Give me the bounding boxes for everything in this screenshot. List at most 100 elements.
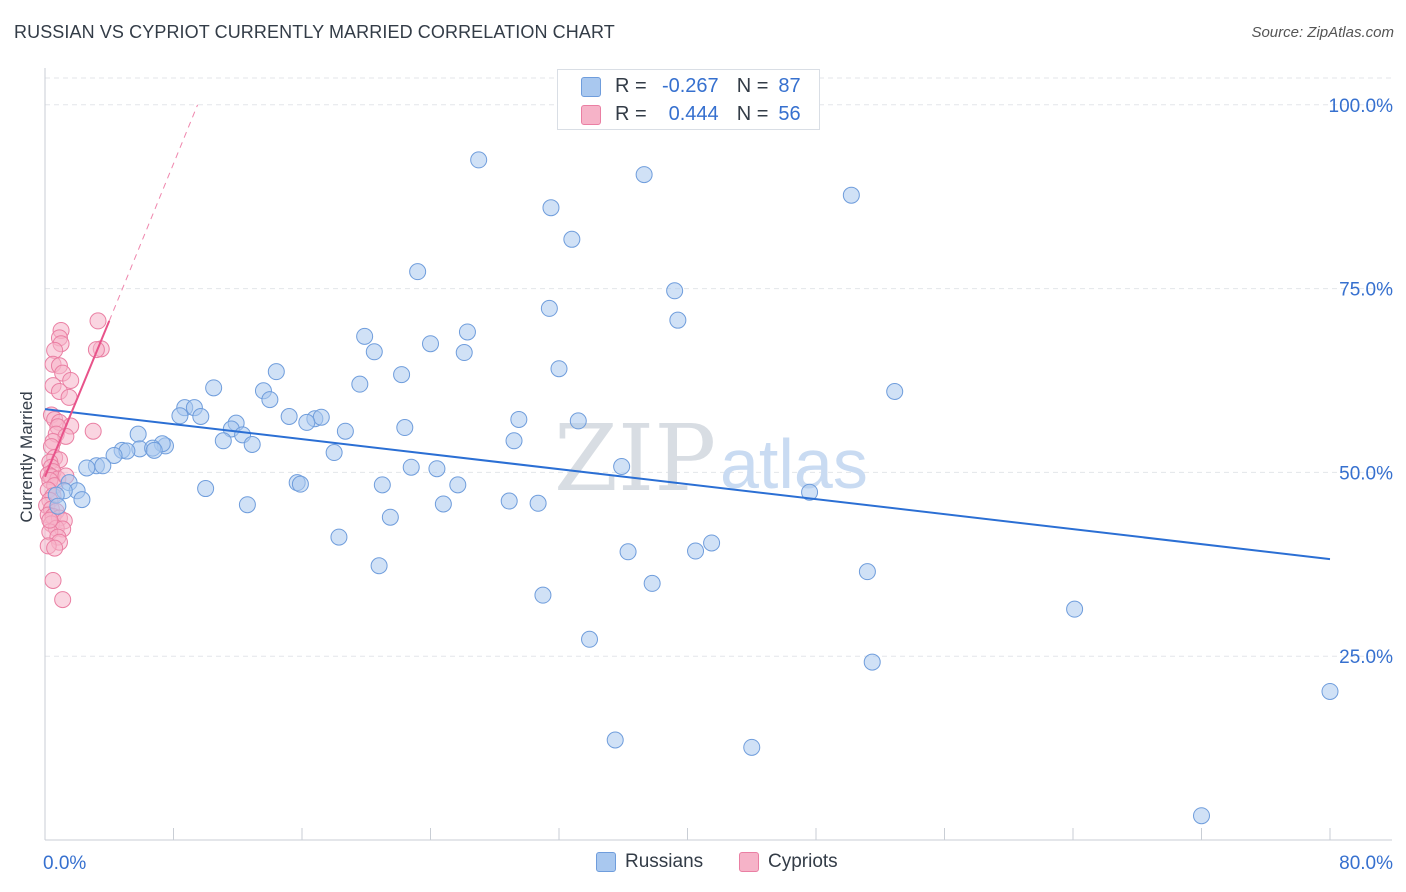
- russians-point: [145, 441, 163, 459]
- russians-point: [73, 491, 91, 509]
- russians-point: [613, 457, 631, 475]
- legend-label-cypriots: Cypriots: [768, 851, 838, 872]
- n-value-cypriots: 56: [778, 103, 801, 125]
- y-tick-label: 75.0%: [1339, 280, 1393, 301]
- cypriots-point: [44, 571, 62, 589]
- russians-point: [393, 366, 411, 384]
- stats-legend: R = -0.267 N = 87 R = 0.444 N = 56: [557, 69, 820, 130]
- russians-point: [858, 563, 876, 581]
- russians-point: [449, 476, 467, 494]
- russians-point: [1321, 682, 1339, 700]
- russians-point: [669, 311, 687, 329]
- chart-title: RUSSIAN VS CYPRIOT CURRENTLY MARRIED COR…: [14, 22, 615, 42]
- y-tick-label: 100.0%: [1329, 96, 1394, 117]
- russians-point: [49, 497, 67, 515]
- russians-point: [105, 446, 123, 464]
- russians-point: [356, 327, 374, 345]
- r-value-russians: -0.267: [661, 75, 719, 97]
- russians-point: [534, 586, 552, 604]
- russians-point: [298, 413, 316, 431]
- russians-point: [291, 475, 309, 493]
- russians-point: [635, 166, 653, 184]
- legend-label-russians: Russians: [625, 851, 704, 872]
- russians-point: [458, 323, 476, 341]
- russians-point: [330, 528, 348, 546]
- y-axis-label: Currently Married: [17, 391, 36, 522]
- russians-point: [470, 151, 488, 169]
- russians-swatch: [581, 76, 601, 97]
- russians-point: [643, 574, 661, 592]
- russians-point: [666, 282, 684, 300]
- russians-point: [801, 483, 819, 501]
- axes: [44, 68, 1392, 841]
- cypriots-trend-extension: [108, 104, 199, 322]
- n-value-russians: 87: [778, 75, 801, 97]
- russians-point: [434, 495, 452, 513]
- y-tick-label: 25.0%: [1339, 647, 1393, 668]
- cypriots-point: [41, 511, 59, 529]
- russians-point: [540, 299, 558, 317]
- russians-point: [205, 379, 223, 397]
- russians-trend-line: [44, 408, 1331, 561]
- russians-point: [505, 432, 523, 450]
- trend-lines: [44, 104, 1331, 561]
- gridlines: [45, 77, 1392, 657]
- russians-point: [842, 186, 860, 204]
- n-label: N =: [736, 75, 769, 97]
- russians-points: [47, 151, 1339, 825]
- legend-item-cypriots[interactable]: Cypriots: [739, 851, 838, 873]
- tick-labels: 25.0% 50.0% 75.0% 100.0% 0.0% 80.0%: [43, 96, 1393, 874]
- russians-point: [381, 508, 399, 526]
- russians-point: [455, 344, 473, 362]
- russians-point: [214, 432, 232, 450]
- russians-point: [78, 459, 96, 477]
- russians-point: [267, 363, 285, 381]
- russians-point: [365, 343, 383, 361]
- russians-point: [238, 496, 256, 514]
- russians-point: [428, 460, 446, 478]
- russians-point: [370, 557, 388, 575]
- cypriots-point: [54, 591, 72, 609]
- y-tick-label: 50.0%: [1339, 463, 1393, 484]
- cypriots-point: [84, 422, 102, 440]
- cypriots-swatch: [581, 104, 601, 125]
- r-value-cypriots: 0.444: [668, 103, 719, 125]
- russians-legend-swatch: [596, 852, 616, 872]
- cypriots-point: [89, 312, 107, 330]
- russians-point: [325, 444, 343, 462]
- russians-point: [396, 419, 414, 437]
- russians-point: [581, 630, 599, 648]
- r-label: R =: [615, 103, 647, 125]
- legend-item-russians[interactable]: Russians: [596, 851, 703, 873]
- russians-point: [569, 412, 587, 430]
- russians-point: [863, 653, 881, 671]
- russians-point: [563, 230, 581, 248]
- stats-row-russians: R = -0.267 N = 87: [581, 75, 801, 98]
- russians-point: [402, 458, 420, 476]
- russians-point: [510, 410, 528, 428]
- russians-point: [336, 422, 354, 440]
- series-legend: Russians Cypriots: [0, 851, 1406, 879]
- stats-row-cypriots: R = 0.444 N = 56: [581, 103, 801, 126]
- source-credit: Source: ZipAtlas.com: [1251, 24, 1394, 41]
- russians-point: [542, 199, 560, 217]
- russians-point: [422, 335, 439, 353]
- russians-point: [619, 543, 637, 561]
- cypriots-legend-swatch: [739, 852, 759, 872]
- cypriots-point: [46, 539, 64, 557]
- russians-point: [500, 492, 518, 510]
- russians-point: [1193, 807, 1210, 825]
- russians-point: [94, 457, 112, 475]
- russians-point: [529, 494, 547, 512]
- russians-point: [606, 731, 624, 749]
- cypriots-point: [46, 341, 64, 359]
- russians-point: [373, 476, 391, 494]
- russians-point: [687, 542, 705, 560]
- russians-point: [312, 408, 330, 426]
- russians-point: [886, 383, 904, 401]
- russians-point: [743, 738, 761, 756]
- russians-point: [192, 408, 210, 426]
- r-label: R =: [615, 75, 647, 97]
- x-tick-label: 0.0%: [43, 853, 86, 874]
- russians-point: [703, 534, 721, 552]
